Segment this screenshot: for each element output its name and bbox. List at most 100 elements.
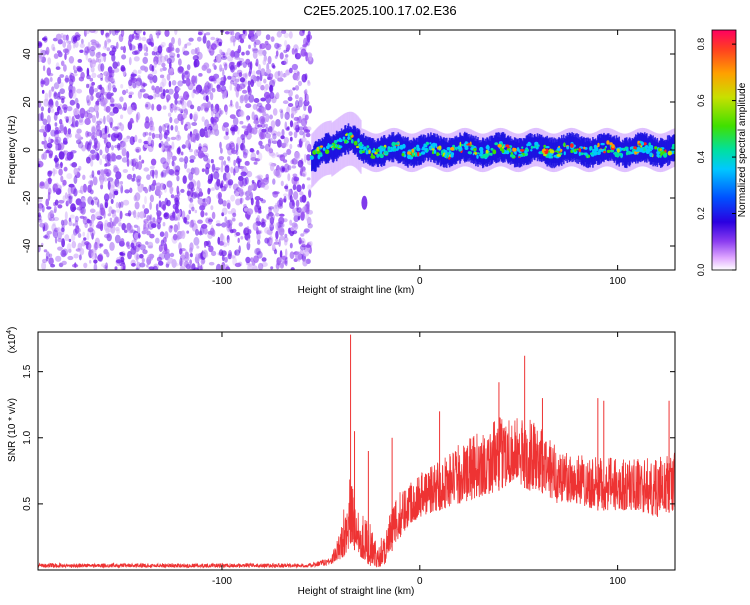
noise-blob [242,61,247,68]
noise-blob [57,76,62,84]
noise-blob [57,91,61,98]
noise-blob [169,116,173,124]
noise-blob [278,197,284,206]
noise-blob [133,45,137,50]
noise-blob [160,144,164,153]
signal-peak [600,142,605,146]
noise-blob [197,262,200,270]
noise-blob [38,54,43,63]
noise-blob [218,193,221,200]
noise-blob [170,125,174,131]
noise-blob [296,105,301,111]
snr-scale-factor: (x104) [6,327,18,354]
noise-blob [48,153,53,159]
signal-peak [556,154,561,157]
noise-blob [164,231,169,239]
noise-blob [149,214,153,222]
noise-blob [247,229,252,235]
noise-blob [171,141,175,150]
noise-blob [124,189,130,194]
noise-blob [225,106,228,116]
noise-blob [305,132,311,138]
noise-blob [156,256,162,262]
noise-blob [66,106,73,112]
noise-blob [148,245,153,249]
noise-blob [210,107,214,117]
noise-blob [68,89,74,99]
noise-blob [206,240,211,248]
signal-peak [518,156,521,159]
noise-blob [111,145,114,151]
noise-blob [91,232,94,240]
noise-blob [269,114,273,120]
noise-blob [128,57,132,66]
noise-blob [55,33,62,41]
noise-blob [102,45,108,50]
noise-blob [115,226,120,232]
noise-blob [262,49,267,56]
noise-blob [52,228,57,237]
noise-blob [138,138,142,144]
noise-blob [265,173,269,179]
noise-blob [229,141,235,148]
noise-blob [120,184,124,194]
snr-scale-exponent: 4 [6,330,13,334]
noise-blob [87,141,92,145]
noise-blob [126,151,130,159]
noise-blob [178,58,182,66]
signal-peak [487,145,490,151]
noise-blob [103,176,108,182]
noise-blob [87,196,94,205]
noise-blob [146,264,149,268]
noise-blob [279,108,284,114]
signal-peak [471,144,474,148]
noise-blob [111,53,116,62]
noise-blob [236,85,243,92]
noise-blob [119,251,124,256]
noise-blob [280,223,285,228]
noise-blob [74,97,79,105]
noise-blob [61,260,67,266]
noise-blob [124,229,128,233]
noise-blob [178,95,185,100]
noise-blob [240,171,247,177]
noise-blob [135,30,142,34]
noise-blob [144,196,147,205]
noise-blob [174,125,179,133]
noise-blob [169,185,173,195]
noise-blob [171,103,178,111]
noise-blob [113,67,120,73]
noise-blob [180,151,184,156]
colorbar: 0.0 0.2 0.4 0.6 0.8 Normalized spectral ampl… [696,29,748,276]
noise-blob [297,126,304,131]
noise-blob [128,91,134,96]
signal-peak [359,149,364,154]
noise-blob [177,130,180,139]
signal-peak [309,155,314,160]
signal-peak [356,145,359,149]
noise-blob [106,84,110,92]
noise-blob [155,185,161,195]
noise-blob [176,87,181,91]
noise-blob [93,88,99,93]
noise-blob [262,111,267,117]
snr-scale-base: (x10 [7,333,18,353]
noise-blob [263,184,269,190]
noise-blob [50,108,55,113]
noise-blob [236,48,241,54]
noise-blob [270,120,276,129]
spectrogram-x-axis-label: Height of straight line (km) [298,285,415,296]
noise-blob [200,210,205,218]
noise-blob [280,109,284,120]
noise-blob [276,31,282,38]
noise-blob [53,53,59,59]
noise-blob [258,64,261,72]
noise-blob [253,120,260,125]
noise-blob [91,58,96,68]
signal-peak [530,149,533,152]
noise-blob [264,126,269,134]
noise-blob [245,103,252,109]
noise-blob [248,94,255,103]
noise-blob [294,151,301,161]
signal-peak [429,142,432,145]
